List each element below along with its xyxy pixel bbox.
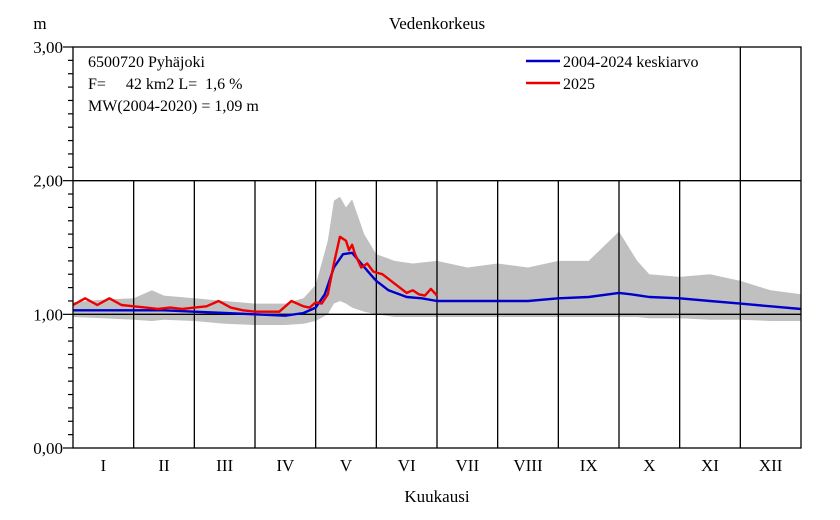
y-tick-label: 3,00 [33, 38, 63, 57]
tick-layer [63, 46, 73, 449]
mean-water-level: MW(2004-2020) = 1,09 m [88, 98, 259, 115]
month-label: VII [456, 456, 480, 475]
legend-label-average: 2004-2024 keskiarvo [563, 54, 699, 71]
month-label: X [643, 456, 655, 475]
catchment-info: F= 42 km2 L= 1,6 % [88, 76, 243, 93]
y-tick-label: 2,00 [33, 172, 63, 191]
legend: 2004-2024 keskiarvo 2025 [526, 54, 699, 93]
station-info: 6500720 Pyhäjoki F= 42 km2 L= 1,6 % MW(2… [88, 54, 259, 115]
month-label: XII [759, 456, 783, 475]
grid-layer [73, 47, 801, 448]
month-label: III [216, 456, 233, 475]
month-label: VI [398, 456, 416, 475]
series-layer [72, 235, 802, 317]
y-tick-label: 0,00 [33, 439, 63, 458]
month-label: VIII [513, 456, 543, 475]
y-tick-label: 1,00 [33, 305, 63, 324]
month-labels: I II III IV V VI VII VIII IX X XI XII [100, 456, 782, 475]
legend-label-2025: 2025 [563, 76, 595, 93]
series-line-2025 [72, 235, 438, 313]
x-axis-label: Kuukausi [404, 487, 469, 506]
chart-title: Vedenkorkeus [389, 14, 485, 33]
month-label: IX [580, 456, 598, 475]
month-label: I [100, 456, 106, 475]
station-name: 6500720 Pyhäjoki [88, 54, 205, 71]
y-tick-labels: 0,00 1,00 2,00 3,00 [33, 38, 63, 458]
month-label: XI [701, 456, 719, 475]
month-label: IV [276, 456, 295, 475]
y-axis-label: m [33, 14, 46, 33]
month-label: V [340, 456, 353, 475]
series-line-average [73, 251, 802, 317]
month-label: II [158, 456, 170, 475]
plot-frame [72, 46, 802, 449]
